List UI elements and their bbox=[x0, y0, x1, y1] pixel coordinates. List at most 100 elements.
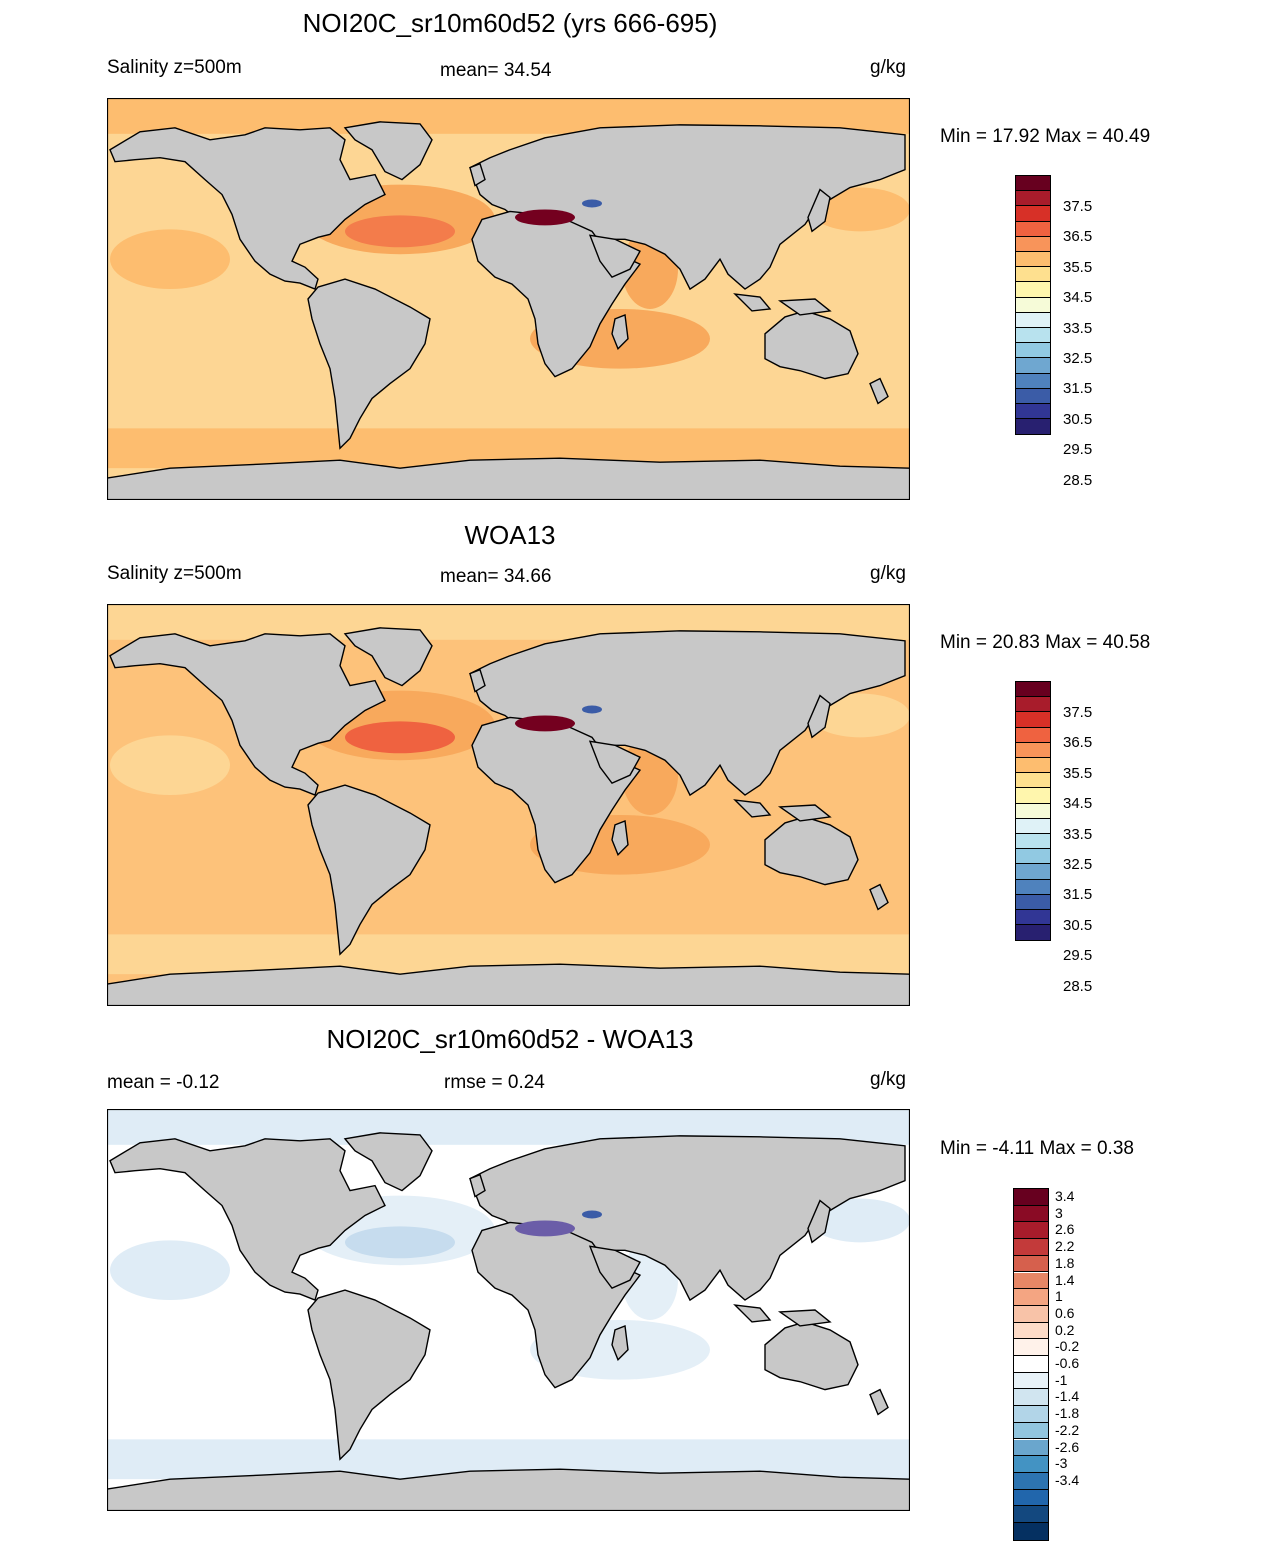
colorbar-swatch bbox=[1014, 1189, 1048, 1206]
mediterranean-sea bbox=[515, 715, 575, 732]
colorbar-tick-label: -3.4 bbox=[1055, 1471, 1080, 1488]
colorbar-box bbox=[1015, 681, 1051, 942]
colorbar-swatch bbox=[1014, 1305, 1048, 1323]
colorbar-swatch bbox=[1016, 834, 1050, 850]
colorbar-swatch bbox=[1014, 1239, 1048, 1256]
mean-label: mean= 34.66 bbox=[440, 566, 552, 587]
colorbar-swatch bbox=[1014, 1406, 1048, 1423]
difference-map bbox=[107, 1109, 910, 1511]
west-pacific-band bbox=[810, 1198, 910, 1243]
landmass bbox=[777, 298, 832, 316]
colorbar-swatch bbox=[1014, 1422, 1048, 1440]
mean-label: mean= 34.54 bbox=[440, 60, 552, 81]
landmass bbox=[611, 313, 629, 350]
panel-title: WOA13 bbox=[464, 520, 556, 550]
colorbar-tick-label: -2.2 bbox=[1055, 1421, 1080, 1438]
landmass bbox=[107, 1468, 910, 1511]
colorbar-swatch bbox=[1014, 1222, 1048, 1240]
colorbar-tick-label: -0.6 bbox=[1055, 1355, 1080, 1371]
colorbar-tick-label: 30.5 bbox=[1063, 410, 1093, 428]
landmass bbox=[588, 234, 641, 278]
colorbar-tick-label: 31.5 bbox=[1063, 886, 1093, 904]
mean-label: mean = -0.12 bbox=[107, 1072, 220, 1093]
colorbar-swatch bbox=[1016, 894, 1050, 910]
colorbar-tick-label: 0.6 bbox=[1055, 1304, 1075, 1321]
colorbar-tick-label: 35.5 bbox=[1063, 764, 1093, 782]
colorbar-tick-label: 0.2 bbox=[1055, 1321, 1075, 1338]
colorbar-tick-label: 37.5 bbox=[1063, 704, 1093, 721]
colorbar-swatch bbox=[1014, 1339, 1048, 1356]
colorbar-swatch bbox=[1016, 788, 1050, 804]
colorbar-swatch bbox=[1014, 1489, 1048, 1507]
variable-label: Salinity z=500m bbox=[107, 57, 242, 78]
colorbar-tick-label: 3.4 bbox=[1055, 1188, 1075, 1204]
landmass bbox=[109, 127, 386, 290]
colorbar-tick-label: 2.2 bbox=[1055, 1238, 1075, 1255]
black-sea bbox=[582, 705, 602, 714]
mediterranean-sea bbox=[515, 209, 575, 226]
landmass bbox=[307, 278, 431, 450]
colorbar-swatch bbox=[1016, 910, 1050, 926]
colorbar-tick-label: 36.5 bbox=[1063, 734, 1093, 752]
colorbar-swatch bbox=[1016, 297, 1050, 313]
colorbar-swatch bbox=[1016, 388, 1050, 404]
units-label: g/kg bbox=[870, 563, 906, 584]
min-max-label: Min = -4.11 Max = 0.38 bbox=[940, 1138, 1134, 1159]
colorbar-swatch bbox=[1016, 343, 1050, 359]
landmass bbox=[343, 627, 433, 687]
colorbar-swatch bbox=[1016, 267, 1050, 283]
colorbar-box bbox=[1013, 1188, 1049, 1541]
colorbar-tick-label: 2.6 bbox=[1055, 1221, 1075, 1238]
colorbar-tick-label: 30.5 bbox=[1063, 916, 1093, 934]
colorbar-swatch bbox=[1014, 1289, 1048, 1306]
landmass bbox=[807, 694, 831, 739]
units-label: g/kg bbox=[870, 1069, 906, 1090]
min-max-label: Min = 20.83 Max = 40.58 bbox=[940, 632, 1151, 653]
colorbar-swatch bbox=[1016, 849, 1050, 865]
colorbar-swatch bbox=[1016, 176, 1050, 192]
landmass bbox=[307, 784, 431, 956]
colorbar-swatch bbox=[1016, 282, 1050, 298]
panel-model: NOI20C_sr10m60d52 (yrs 666-695) Salinity… bbox=[0, 0, 1285, 505]
colorbar-swatch bbox=[1016, 773, 1050, 789]
colorbar-tick-label: 1 bbox=[1055, 1288, 1063, 1305]
colorbar-tick-label: 34.5 bbox=[1063, 795, 1093, 813]
colorbar-swatch bbox=[1014, 1472, 1048, 1490]
colorbar-tick-label: -1.4 bbox=[1055, 1388, 1080, 1405]
landmass bbox=[611, 819, 629, 856]
variable-label: Salinity z=500m bbox=[107, 563, 242, 584]
landmass bbox=[469, 668, 486, 693]
colorbar-swatch bbox=[1014, 1389, 1048, 1407]
north-atlantic-core bbox=[345, 721, 455, 754]
landmass bbox=[307, 1289, 431, 1461]
colorbar-swatch bbox=[1016, 191, 1050, 207]
colorbar-swatch bbox=[1016, 803, 1050, 819]
west-pacific-band bbox=[810, 693, 910, 738]
colorbar-tick-label: -2.6 bbox=[1055, 1438, 1080, 1455]
units-label: g/kg bbox=[870, 57, 906, 78]
colorbar-swatch bbox=[1016, 712, 1050, 728]
colorbar-swatch bbox=[1014, 1372, 1048, 1390]
landmass bbox=[588, 740, 641, 784]
colorbar-swatch bbox=[1016, 758, 1050, 774]
colorbar-tick-label: 33.5 bbox=[1063, 319, 1093, 337]
colorbar-tick-label: 36.5 bbox=[1063, 228, 1093, 246]
colorbar-tick-label: 28.5 bbox=[1063, 977, 1093, 995]
landmass bbox=[107, 963, 910, 1006]
black-sea bbox=[582, 199, 602, 208]
min-max-label: Min = 17.92 Max = 40.49 bbox=[940, 126, 1151, 147]
colorbar-swatch bbox=[1016, 358, 1050, 374]
north-pacific-band bbox=[110, 229, 230, 290]
colorbar-swatch bbox=[1016, 818, 1050, 834]
colorbar-swatch bbox=[1014, 1272, 1048, 1290]
landmass bbox=[109, 633, 386, 796]
colorbar-swatch bbox=[1016, 682, 1050, 698]
colorbar-swatch bbox=[1014, 1356, 1048, 1373]
landmass bbox=[807, 188, 831, 233]
colorbar-box bbox=[1015, 175, 1051, 436]
panel-title: NOI20C_sr10m60d52 - WOA13 bbox=[326, 1024, 694, 1054]
landmass bbox=[777, 804, 832, 822]
black-sea bbox=[582, 1210, 602, 1219]
panel-title: NOI20C_sr10m60d52 (yrs 666-695) bbox=[302, 8, 718, 38]
colorbar-tick-label: 35.5 bbox=[1063, 258, 1093, 276]
